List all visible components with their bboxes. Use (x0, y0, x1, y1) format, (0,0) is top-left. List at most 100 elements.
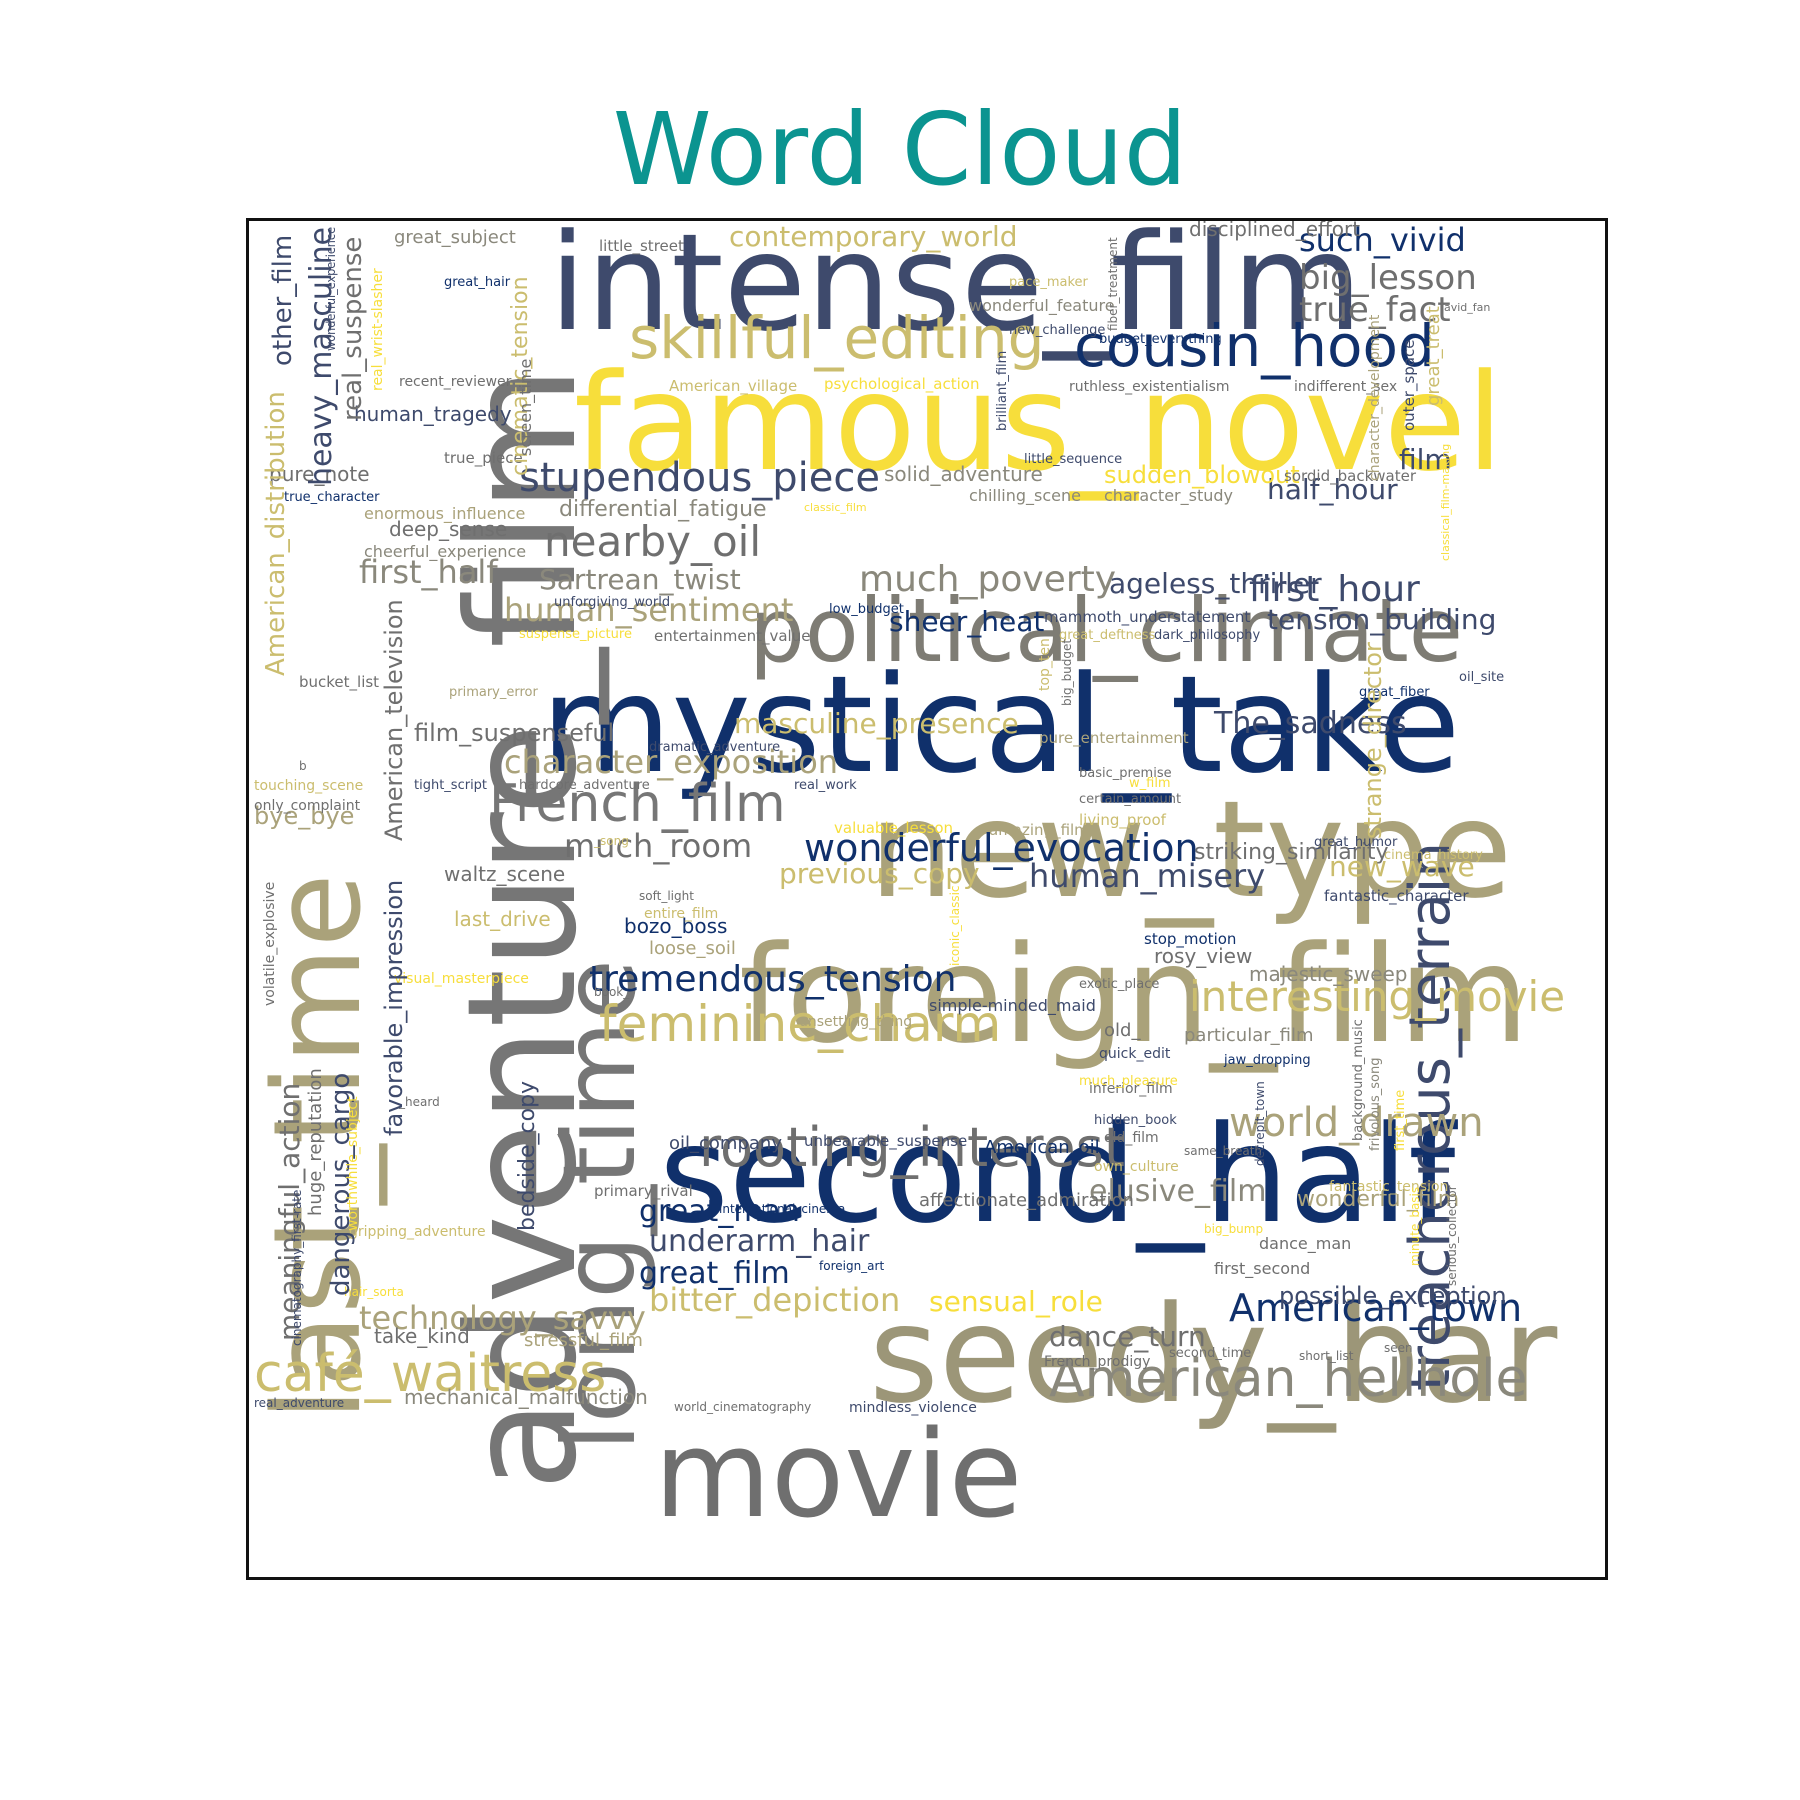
word-86: chilling_scene (969, 486, 1081, 506)
word-42: elusive_film (1089, 1174, 1266, 1209)
word-52: sensual_role (929, 1285, 1103, 1318)
word-107: new_challenge (1009, 323, 1105, 338)
word-35: technology_savvy (359, 1299, 646, 1337)
word-194: background_music (1351, 1019, 1366, 1141)
word-173: screen_time (516, 359, 536, 456)
word-127: certain_amount (1079, 792, 1181, 807)
word-81: affectionate_admiration (919, 1190, 1134, 1211)
word-157: book_ (594, 985, 630, 999)
word-34: bitter_depiction (649, 1281, 900, 1319)
word-16: French_film (489, 774, 786, 834)
word-104: American_village (669, 377, 797, 396)
word-155: hair_sorta (344, 1285, 404, 1299)
word-180: dangerous_cargo (326, 1073, 356, 1296)
word-46: Sartrean_twist (539, 563, 741, 596)
word-75: old_ (1104, 1020, 1141, 1041)
word-14: treacherous_terrain (1398, 842, 1463, 1391)
word-85: enormous_influence (364, 504, 525, 524)
word-77: stressful_film (524, 1330, 643, 1351)
word-145: big_bump (1204, 1222, 1263, 1236)
word-185: fiber_treatment (1106, 237, 1120, 331)
word-138: much_pleasure (1079, 1074, 1178, 1089)
word-15: rooting_interest (699, 1116, 1125, 1179)
word-115: low_budget (829, 602, 904, 617)
word-29: big_lesson (1299, 258, 1477, 298)
word-151: world_cinematography (674, 1400, 811, 1414)
word-45: ageless_thriller (1109, 567, 1322, 600)
word-163: only_complaint (254, 798, 361, 814)
word-94: mammoth_understatement (1044, 608, 1250, 627)
word-0: intense_film (549, 221, 1363, 361)
word-191: outer_space (1400, 340, 1419, 431)
word-159: soft_light (639, 889, 694, 903)
word-78: mechanical_malfunction (404, 1385, 648, 1409)
word-95: unbearable_suspense (804, 1132, 967, 1151)
word-195: frivolous_song (1368, 1058, 1383, 1151)
word-71: pure_note (269, 462, 370, 486)
word-140: old_film (1104, 1130, 1159, 1146)
word-18: café_waitress (254, 1344, 606, 1404)
word-60: wonderful_film (1297, 1187, 1459, 1212)
word-121: dramatic_adventure (649, 740, 780, 755)
word-106: recent_reviewer (399, 374, 512, 390)
word-114: suspense_picture (519, 627, 632, 642)
word-124: real_work (794, 778, 857, 793)
word-28: first_hour (1249, 569, 1420, 610)
word-30: true_fact (1299, 290, 1451, 330)
word-24: American_town (1229, 1286, 1522, 1330)
word-137: jaw_dropping (1223, 1053, 1311, 1068)
word-144: international_cinema (719, 1202, 845, 1216)
word-141: same_breath (1184, 1144, 1262, 1158)
word-82: dance_man (1259, 1234, 1351, 1254)
word-147: second_time (1169, 1346, 1251, 1361)
word-197: minute_basis (1408, 1187, 1422, 1266)
word-23: world_drawn (1229, 1100, 1484, 1146)
word-148: short_list (1299, 1349, 1354, 1363)
word-168: other_film (268, 235, 298, 366)
word-187: big_budget (1060, 639, 1074, 706)
word-44: masculine_presence (734, 707, 1019, 740)
word-50: previous_copy (779, 857, 980, 890)
word-183: bedside_copy (515, 1081, 540, 1231)
word-112: true_character (284, 490, 380, 505)
word-27: much_poverty (859, 559, 1116, 600)
word-90: great_subject (394, 227, 516, 248)
word-36: much_room (564, 827, 752, 865)
word-92: entertainment_value (654, 627, 810, 646)
word-143: fantastic_tension (1329, 1179, 1448, 1195)
word-136: unsettling_thing (799, 1014, 912, 1030)
word-41: underarm_hair (649, 1224, 870, 1259)
word-57: sudden_blowout (1104, 461, 1300, 489)
word-72: loose_soil (649, 938, 736, 959)
word-68: waltz_scene (444, 862, 565, 886)
word-67: deep_sense (389, 517, 507, 541)
word-47: half_hour (1267, 473, 1398, 506)
word-193: classical_film-making (1439, 444, 1452, 561)
word-76: take_kind (374, 1324, 470, 1348)
word-178: meaningful_action (273, 1083, 306, 1341)
word-26: tremendous_tension (589, 959, 956, 1000)
word-98: inferior_film (1089, 1081, 1173, 1097)
word-22: interesting_movie (1189, 972, 1565, 1021)
word-175: American_television (380, 599, 408, 841)
word-cloud-frame: intense_film famous_novel mystical_take new… (246, 218, 1608, 1580)
word-196: first_time (1393, 1090, 1408, 1151)
word-80: American_oil (984, 1137, 1100, 1158)
word-177: volatile_explosive (262, 882, 278, 1006)
word-66: human_tragedy (354, 402, 512, 426)
word-84: cheerful_experience (364, 542, 526, 562)
word-142: own_culture (1094, 1159, 1179, 1175)
word-119: great_fiber (1359, 685, 1430, 700)
word-13: skillful_editing (629, 304, 1045, 372)
word-117: dark_philosophy (1154, 628, 1260, 643)
word-6: seedy_bar (869, 1277, 1558, 1433)
word-48: tension_building (1267, 603, 1496, 636)
word-167: heavy_masculine (304, 227, 339, 486)
word-152: mindless_violence (849, 1400, 977, 1416)
word-91: little_street (599, 237, 684, 256)
word-179: huge_reputation (305, 1068, 326, 1216)
word-100: true_piece (444, 449, 523, 468)
word-88: sordid_backwater (1284, 467, 1417, 486)
word-150: French_prodigy (1044, 1354, 1150, 1370)
word-53: dance_turn (1049, 1320, 1206, 1353)
